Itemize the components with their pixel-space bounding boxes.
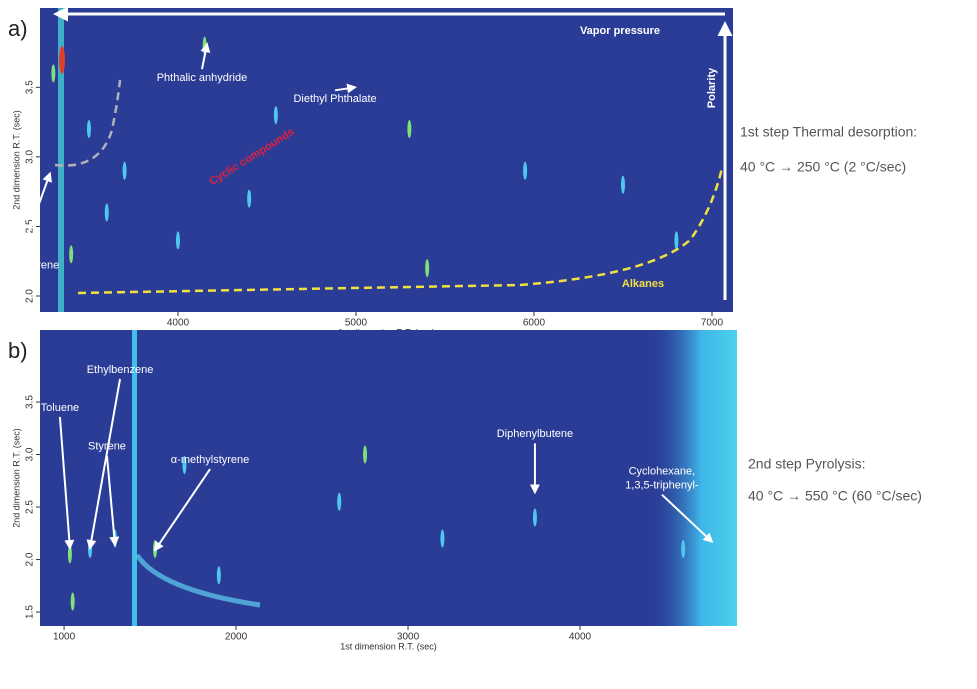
annotation-arrow xyxy=(58,416,75,550)
peak xyxy=(70,592,75,611)
peak xyxy=(67,545,72,564)
peak xyxy=(363,445,368,464)
annotation-label: Phthalic anhydride xyxy=(157,72,248,84)
annotation-arrow xyxy=(105,455,120,547)
step-note: 2nd step Pyrolysis: xyxy=(748,456,866,472)
annotation-label: Toluene xyxy=(41,402,80,414)
annotation-label: Ethylbenzene xyxy=(87,364,154,376)
hot-spot xyxy=(59,46,65,74)
overlay-label: Alkanes xyxy=(622,278,664,290)
x-tick-label: 2000 xyxy=(225,632,248,643)
peak xyxy=(247,189,252,208)
annotation: Toluene xyxy=(41,402,80,550)
annotation-label: α-methylstyrene xyxy=(171,454,250,466)
plot-background xyxy=(40,330,737,626)
peak xyxy=(532,508,537,527)
y-tick-label: 3.0 xyxy=(25,149,36,163)
peak xyxy=(407,120,412,139)
annotation: Cyclohexane, 1,3,5-triphenyl- xyxy=(625,466,714,544)
x-tick-label: 3000 xyxy=(397,632,420,643)
peak xyxy=(86,120,91,139)
annotation: Diphenylbutene xyxy=(497,428,573,495)
peak xyxy=(122,161,127,180)
annotation-label: Styrene xyxy=(88,441,126,453)
annotation-arrow xyxy=(86,378,122,550)
solvent-streak xyxy=(58,8,64,312)
annotation-arrow xyxy=(153,468,211,552)
x-tick-label: 6000 xyxy=(523,318,546,329)
annotation-arrow xyxy=(661,493,714,544)
alkane-trend xyxy=(77,167,724,295)
peak xyxy=(681,540,686,559)
y-axis-title: 2nd dimension R.T. (sec) xyxy=(11,428,21,528)
overlay-label: Vapor pressure xyxy=(580,25,660,37)
annotation-arrow xyxy=(334,83,358,94)
peak xyxy=(216,566,221,585)
y-tick-label: 2.5 xyxy=(25,500,36,514)
x-tick-label: 1000 xyxy=(53,632,76,643)
y-tick-label: 3.0 xyxy=(25,447,36,461)
annotation: α-methylstyrene xyxy=(153,454,250,552)
baseline-glow xyxy=(647,330,737,626)
annotation-arrow xyxy=(200,42,211,70)
panel-label: b) xyxy=(8,338,28,363)
peak xyxy=(175,231,180,250)
annotation: Ethylbenzene xyxy=(86,364,154,550)
solvent-streak xyxy=(132,330,137,626)
annotation: α-methylstyrene xyxy=(0,171,59,271)
peak xyxy=(273,106,278,125)
x-axis-title: 1st dimension R.T. (sec) xyxy=(340,641,437,651)
x-tick-label: 7000 xyxy=(701,318,724,329)
peak xyxy=(440,529,445,548)
overlay-label: Polarity xyxy=(706,67,718,108)
peak xyxy=(674,231,679,250)
y-tick-label: 3.5 xyxy=(25,395,36,409)
peak xyxy=(337,492,342,511)
step-note: 40 °C → 550 °C (60 °C/sec) xyxy=(748,488,922,504)
x-tick-label: 4000 xyxy=(569,632,592,643)
plot-background xyxy=(40,8,733,312)
y-tick-label: 2.0 xyxy=(25,289,36,303)
x-tick-label: 4000 xyxy=(167,318,190,329)
y-tick-label: 1.5 xyxy=(25,605,36,619)
annotation: Diethyl Phthalate xyxy=(293,83,377,105)
peak xyxy=(104,203,109,222)
peak xyxy=(69,245,74,264)
cyclic-trend xyxy=(54,79,122,167)
peak xyxy=(51,64,56,83)
y-tick-label: 2.0 xyxy=(25,552,36,566)
annotation-label: α-methylstyrene xyxy=(0,259,59,271)
annotation-label: Diphenylbutene xyxy=(497,428,573,440)
annotation: Phthalic anhydride xyxy=(157,42,248,84)
peak xyxy=(523,161,528,180)
step-note: 40 °C → 250 °C (2 °C/sec) xyxy=(740,159,906,175)
annotation: Styrene xyxy=(88,441,126,547)
annotation-label: 1,3,5-triphenyl- xyxy=(625,480,699,492)
annotation-label: Diethyl Phthalate xyxy=(293,93,376,105)
y-tick-label: 3.5 xyxy=(25,80,36,94)
x-tick-label: 5000 xyxy=(345,318,368,329)
step-note: 1st step Thermal desorption: xyxy=(740,124,917,140)
panel-label: a) xyxy=(8,16,28,41)
y-axis-title: 2nd dimension R.T. (sec) xyxy=(11,110,21,210)
annotation-arrow xyxy=(19,171,52,257)
peak xyxy=(620,175,625,194)
tailing xyxy=(134,553,261,608)
annotation-label: Cyclohexane, xyxy=(629,466,696,478)
peak xyxy=(425,259,430,278)
peak xyxy=(182,456,187,475)
